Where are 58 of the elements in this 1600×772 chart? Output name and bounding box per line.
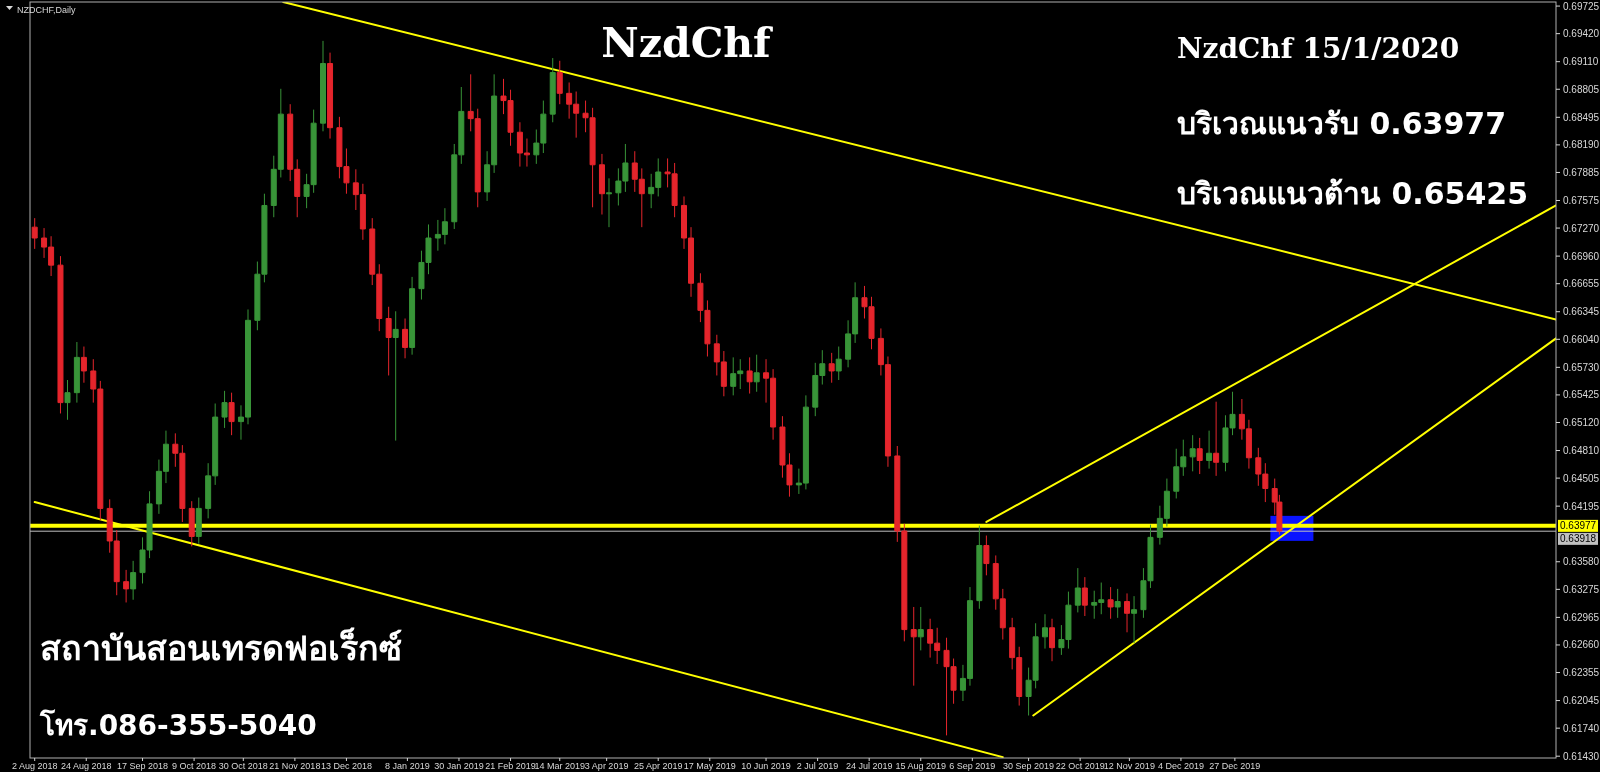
y-tick-label: 0.65425 [1563,389,1600,401]
y-tick-label: 0.62355 [1563,667,1600,679]
x-tick-label: 17 Sep 2018 [116,761,169,771]
y-tick-label: 0.69110 [1563,56,1599,68]
y-tick-label: 0.65730 [1563,361,1600,373]
y-tick-label: 0.61430 [1563,750,1600,762]
x-tick-label: 4 Dec 2019 [1157,761,1204,771]
x-tick-label: 24 Jul 2019 [845,761,893,771]
x-tick-label: 30 Jan 2019 [434,761,484,771]
y-tick-label: 0.68495 [1563,111,1600,123]
x-tick-label: 17 May 2019 [683,761,736,771]
x-tick-label: 12 Nov 2019 [1103,761,1155,771]
y-tick-label: 0.64810 [1563,445,1600,457]
x-tick-label: 24 Aug 2018 [60,761,112,771]
x-tick-label: 30 Oct 2018 [218,761,268,771]
y-tick-label: 0.61740 [1563,722,1600,734]
y-tick-label: 0.66960 [1563,250,1600,262]
y-tick-label: 0.68190 [1563,139,1600,151]
y-tick-label: 0.62660 [1563,639,1600,651]
y-tick-label: 0.65120 [1563,417,1600,428]
x-tick-label: 8 Jan 2019 [385,761,430,771]
y-tick-label: 0.62965 [1563,611,1600,623]
annotation: NZDCHF,Daily [17,5,76,15]
x-tick-label: 21 Feb 2019 [485,761,536,771]
x-tick-label: 22 Oct 2019 [1055,761,1105,771]
x-tick-label: 2 Jul 2019 [796,761,839,771]
y-tick-label: 0.69725 [1563,0,1600,12]
annotation: บริเวณแนวต้าน 0.65425 [1177,176,1529,211]
annotation: สถาบันสอนเทรดฟอเร็กซ์ [40,628,402,668]
y-tick-label: 0.67885 [1563,166,1600,178]
x-tick-label: 15 Aug 2019 [895,761,947,771]
x-tick-label: 13 Dec 2018 [320,761,372,771]
y-tick-label: 0.62045 [1563,695,1600,707]
x-tick-label: 27 Dec 2019 [1209,761,1261,771]
x-tick-label: 10 Jun 2019 [741,761,791,771]
y-tick-label: 0.63580 [1563,556,1600,568]
x-tick-label: 25 Apr 2019 [633,761,683,771]
annotation: บริเวณแนวรับ 0.63977 [1177,106,1507,141]
annotation: NzdChf 15/1/2020 [1177,32,1460,65]
x-tick-label: 14 Mar 2019 [534,761,586,771]
x-tick-label: 30 Sep 2019 [1003,761,1055,771]
y-tick-label: 0.66040 [1563,333,1600,345]
x-tick-label: 2 Aug 2018 [11,761,58,771]
x-tick-label: 21 Nov 2018 [269,761,321,771]
y-tick-label: 0.66345 [1563,306,1600,318]
y-tick-label: 0.66655 [1563,278,1600,290]
annotation: โทร.086-355-5040 [40,709,317,742]
x-tick-label: 3 Apr 2019 [584,761,629,771]
x-tick-label: 9 Oct 2018 [172,761,217,771]
y-tick-label: 0.69420 [1563,28,1600,40]
y-tick-label: 0.67270 [1563,222,1600,234]
y-tick-label: 0.67575 [1563,195,1600,206]
chart-title: NzdChf [601,19,774,67]
y-tick-label: 0.63275 [1563,583,1600,595]
x-tick-label: 6 Sep 2019 [949,761,996,771]
y-tick-label: 0.64195 [1563,500,1600,512]
y-tick-label: 0.68805 [1563,83,1600,95]
y-tick-label: 0.64505 [1563,472,1600,484]
